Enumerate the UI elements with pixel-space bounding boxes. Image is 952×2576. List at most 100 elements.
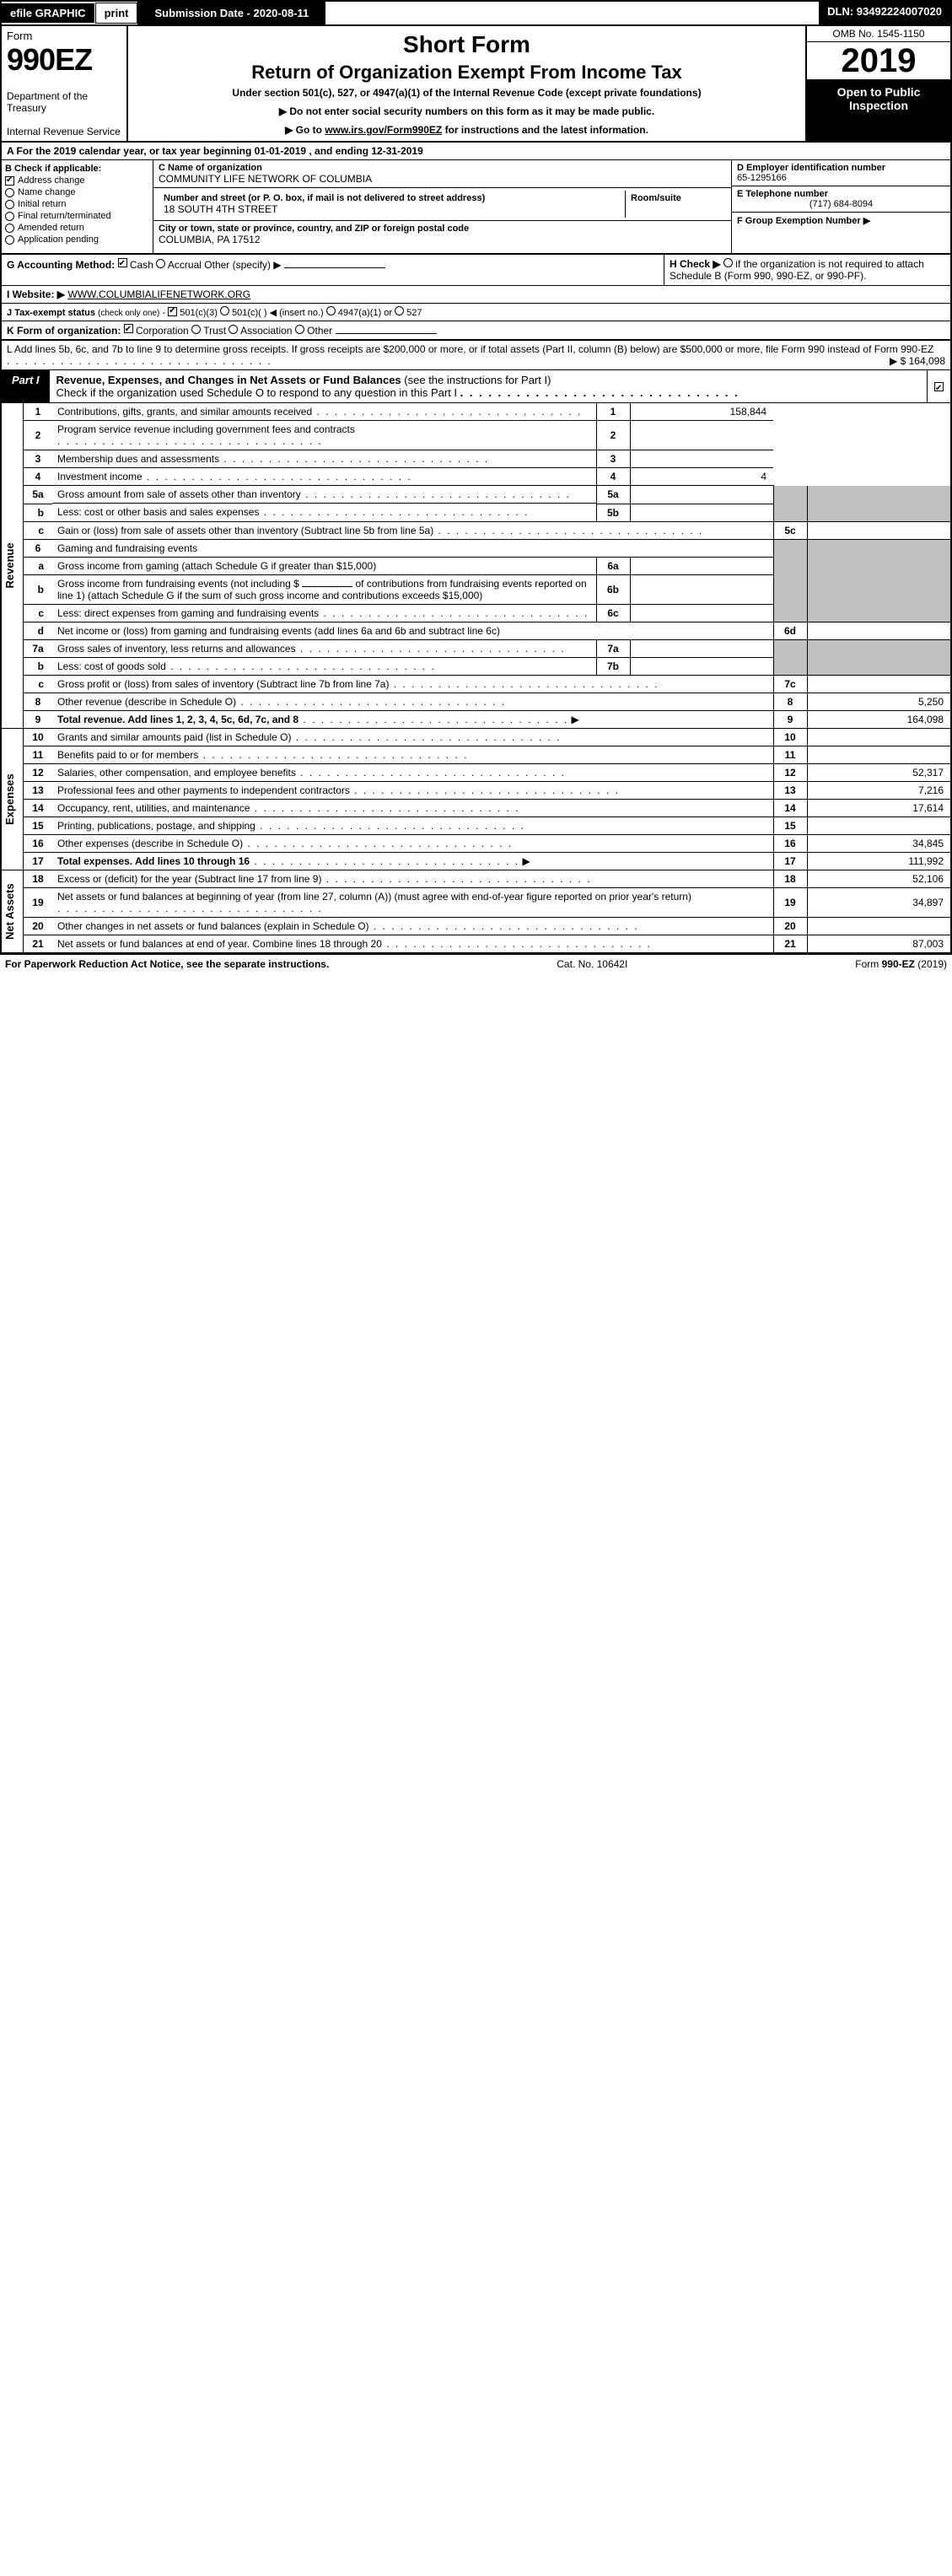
other-org-field[interactable] xyxy=(336,333,437,334)
check-cash[interactable] xyxy=(118,258,127,267)
line-12: 12Salaries, other compensation, and empl… xyxy=(24,763,950,781)
website-value[interactable]: WWW.COLUMBIALIFENETWORK.ORG xyxy=(67,288,250,300)
city-label: City or town, state or province, country… xyxy=(159,224,726,234)
box-b: B Check if applicable: Address change Na… xyxy=(2,160,153,253)
check-4947a1[interactable] xyxy=(326,306,336,315)
line-l: L Add lines 5b, 6c, and 7b to line 9 to … xyxy=(2,341,950,370)
expenses-block: Expenses 10Grants and similar amounts pa… xyxy=(2,729,950,870)
subtitle-under: Under section 501(c), 527, or 4947(a)(1)… xyxy=(133,87,800,99)
room-label: Room/suite xyxy=(631,193,721,203)
other-specify-field[interactable] xyxy=(284,267,385,268)
irs-link[interactable]: www.irs.gov/Form990EZ xyxy=(325,124,442,136)
line-8: 8Other revenue (describe in Schedule O)8… xyxy=(24,693,950,710)
line-11: 11Benefits paid to or for members11 xyxy=(24,746,950,763)
tax-year: 2019 xyxy=(807,42,950,80)
tax-exempt-status: J Tax-exempt status (check only one) - 5… xyxy=(2,304,950,321)
addr-label: Number and street (or P. O. box, if mail… xyxy=(164,193,620,203)
street-address: 18 SOUTH 4TH STREET xyxy=(164,203,620,215)
line-20: 20Other changes in net assets or fund ba… xyxy=(24,917,950,935)
check-amended-return[interactable] xyxy=(5,224,14,233)
efile-button[interactable]: efile GRAPHIC xyxy=(2,3,95,23)
box-c: C Name of organization COMMUNITY LIFE NE… xyxy=(153,160,731,253)
net-assets-block: Net Assets 18Excess or (deficit) for the… xyxy=(2,870,950,953)
label-amended-return: Amended return xyxy=(18,223,84,233)
line-1: 1Contributions, gifts, grants, and simil… xyxy=(24,403,950,421)
header-center: Short Form Return of Organization Exempt… xyxy=(128,26,807,141)
part-1-title: Revenue, Expenses, and Changes in Net As… xyxy=(50,370,927,402)
revenue-table: 1Contributions, gifts, grants, and simil… xyxy=(24,403,950,729)
part-1-check-cell xyxy=(927,370,950,402)
k-label: K Form of organization: xyxy=(7,325,121,337)
check-other[interactable] xyxy=(295,325,304,334)
org-name-label: C Name of organization xyxy=(159,163,726,173)
line-17: 17Total expenses. Add lines 10 through 1… xyxy=(24,852,950,870)
check-association[interactable] xyxy=(229,325,238,334)
box-d-e-f: D Employer identification number 65-1295… xyxy=(731,160,950,253)
line-14: 14Occupancy, rent, utilities, and mainte… xyxy=(24,799,950,816)
note-goto: ▶ Go to www.irs.gov/Form990EZ for instru… xyxy=(133,124,800,136)
dots xyxy=(7,355,272,367)
check-corporation[interactable] xyxy=(124,324,133,333)
line-7c: cGross profit or (loss) from sales of in… xyxy=(24,675,950,693)
part-1-header: Part I Revenue, Expenses, and Changes in… xyxy=(2,370,950,403)
part-1-title-text: Revenue, Expenses, and Changes in Net As… xyxy=(56,374,401,386)
line-6d: dNet income or (loss) from gaming and fu… xyxy=(24,622,950,639)
net-assets-table: 18Excess or (deficit) for the year (Subt… xyxy=(24,870,950,953)
line-7a: 7aGross sales of inventory, less returns… xyxy=(24,639,950,657)
check-501c3[interactable] xyxy=(168,307,177,316)
label-address-change: Address change xyxy=(18,175,85,186)
dept-irs: Internal Revenue Service xyxy=(7,126,121,137)
l-text: L Add lines 5b, 6c, and 7b to line 9 to … xyxy=(7,343,933,355)
header-left: Form 990EZ Department of the Treasury In… xyxy=(2,26,128,141)
city-state-zip: COLUMBIA, PA 17512 xyxy=(159,234,726,245)
check-schedule-b[interactable] xyxy=(723,258,733,267)
topbar-left: efile GRAPHIC print Submission Date - 20… xyxy=(2,2,325,24)
top-bar: efile GRAPHIC print Submission Date - 20… xyxy=(2,2,950,26)
check-501c[interactable] xyxy=(220,306,229,315)
form-label: Form xyxy=(7,30,121,42)
ein-value: 65-1295166 xyxy=(737,173,945,183)
revenue-block: Revenue 1Contributions, gifts, grants, a… xyxy=(2,403,950,729)
line-19: 19Net assets or fund balances at beginni… xyxy=(24,887,950,917)
check-address-change[interactable] xyxy=(5,176,14,186)
label-trust: Trust xyxy=(203,325,226,337)
accounting-method: G Accounting Method: Cash Accrual Other … xyxy=(2,255,664,285)
footer-form-ref: Form 990-EZ (2019) xyxy=(855,958,947,970)
line-5c: cGain or (loss) from sale of assets othe… xyxy=(24,521,950,539)
check-name-change[interactable] xyxy=(5,188,14,197)
part-1-sub: (see the instructions for Part I) xyxy=(404,374,551,386)
goto-post: for instructions and the latest informat… xyxy=(445,124,648,136)
line-13: 13Professional fees and other payments t… xyxy=(24,781,950,799)
check-final-return[interactable] xyxy=(5,212,14,221)
print-button[interactable]: print xyxy=(95,3,138,24)
label-other-specify: Other (specify) ▶ xyxy=(204,259,281,271)
line-3: 3Membership dues and assessments3 xyxy=(24,450,950,468)
label-association: Association xyxy=(240,325,292,337)
check-527[interactable] xyxy=(395,306,404,315)
expenses-table: 10Grants and similar amounts paid (list … xyxy=(24,729,950,870)
l-amount: ▶ $ 164,098 xyxy=(890,355,945,367)
check-application-pending[interactable] xyxy=(5,235,14,245)
line-15: 15Printing, publications, postage, and s… xyxy=(24,816,950,834)
label-final-return: Final return/terminated xyxy=(18,211,111,221)
fundraising-contrib-field[interactable] xyxy=(302,586,352,587)
entity-block: B Check if applicable: Address change Na… xyxy=(2,160,950,255)
check-schedule-o[interactable] xyxy=(934,382,944,391)
title-return: Return of Organization Exempt From Incom… xyxy=(133,62,800,84)
part-1-check-line: Check if the organization used Schedule … xyxy=(56,386,458,399)
tel-label: E Telephone number xyxy=(737,189,945,199)
check-trust[interactable] xyxy=(191,325,201,334)
check-accrual[interactable] xyxy=(156,259,165,268)
footer-left: For Paperwork Reduction Act Notice, see … xyxy=(5,958,329,970)
line-10: 10Grants and similar amounts paid (list … xyxy=(24,729,950,746)
group-exemption-label: F Group Exemption Number ▶ xyxy=(737,215,945,226)
line-16: 16Other expenses (describe in Schedule O… xyxy=(24,834,950,852)
part-1-label: Part I xyxy=(2,370,50,402)
tel-value: (717) 684-8094 xyxy=(737,199,945,209)
line-2: 2Program service revenue including gover… xyxy=(24,421,950,450)
h-label: H Check ▶ xyxy=(670,258,721,270)
ein-label: D Employer identification number xyxy=(737,163,945,173)
box-h: H Check ▶ if the organization is not req… xyxy=(664,255,950,285)
check-initial-return[interactable] xyxy=(5,200,14,209)
label-application-pending: Application pending xyxy=(18,234,99,245)
